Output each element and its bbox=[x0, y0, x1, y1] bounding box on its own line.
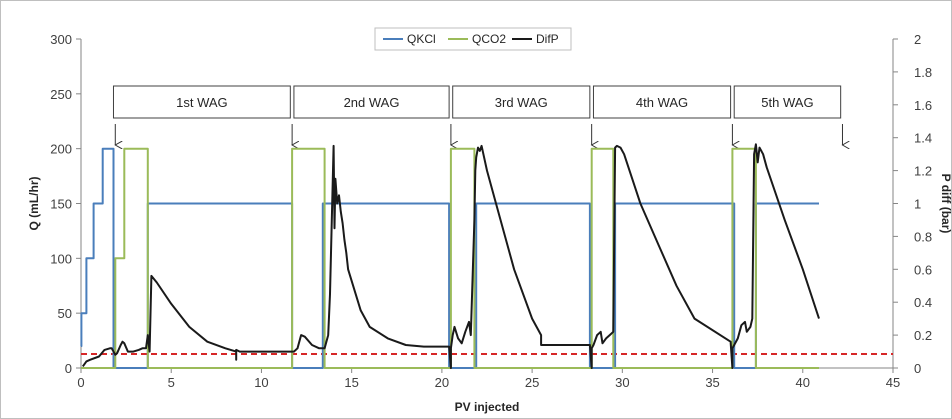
y2-tick-label: 0.8 bbox=[914, 229, 932, 244]
x-tick-label: 35 bbox=[705, 375, 719, 390]
phase-box bbox=[452, 85, 591, 119]
phase-label: 4th WAG bbox=[636, 95, 688, 110]
y2-tick-label: 1.2 bbox=[914, 164, 932, 179]
series-line-difp bbox=[81, 143, 820, 369]
phase-label: 5th WAG bbox=[761, 95, 813, 110]
y-tick-label: 0 bbox=[65, 361, 72, 376]
phase-label: 3rd WAG bbox=[495, 95, 548, 110]
x-tick-label: 10 bbox=[254, 375, 268, 390]
y2-axis-title: P diff (bar) bbox=[939, 174, 952, 234]
phase-label: 2nd WAG bbox=[344, 95, 400, 110]
y2-tick-label: 0.2 bbox=[914, 328, 932, 343]
x-tick-label: 40 bbox=[796, 375, 810, 390]
y2-tick-label: 0 bbox=[914, 361, 921, 376]
y-axis-title: Q (mL/hr) bbox=[27, 177, 41, 231]
y-tick-label: 150 bbox=[50, 197, 72, 212]
y2-tick-label: 1 bbox=[914, 197, 921, 212]
y-tick-label: 300 bbox=[50, 32, 72, 47]
y2-tick-label: 0.6 bbox=[914, 262, 932, 277]
x-tick-label: 5 bbox=[168, 375, 175, 390]
y-tick-label: 100 bbox=[50, 251, 72, 266]
y-tick-label: 200 bbox=[50, 142, 72, 157]
legend-label: QKCl bbox=[407, 32, 436, 46]
y2-tick-label: 0.4 bbox=[914, 295, 932, 310]
x-axis-title: PV injected bbox=[455, 400, 520, 414]
y2-tick-label: 1.4 bbox=[914, 131, 932, 146]
legend-label: QCO2 bbox=[472, 32, 506, 46]
x-tick-label: 15 bbox=[344, 375, 358, 390]
phase-box bbox=[592, 85, 732, 119]
y2-tick-label: 1.8 bbox=[914, 65, 932, 80]
x-tick-label: 30 bbox=[615, 375, 629, 390]
y-tick-label: 250 bbox=[50, 87, 72, 102]
phase-box bbox=[293, 85, 450, 119]
phase-label: 1st WAG bbox=[176, 95, 228, 110]
y2-tick-label: 1.6 bbox=[914, 98, 932, 113]
phase-box bbox=[112, 85, 291, 119]
x-tick-label: 25 bbox=[525, 375, 539, 390]
phase-box bbox=[733, 85, 842, 119]
y2-tick-label: 2 bbox=[914, 32, 921, 47]
legend-label: DifP bbox=[536, 32, 559, 46]
y-tick-label: 50 bbox=[58, 306, 72, 321]
legend-box bbox=[374, 27, 572, 51]
x-tick-label: 0 bbox=[77, 375, 84, 390]
x-tick-label: 45 bbox=[886, 375, 900, 390]
series-line-qco2 bbox=[81, 147, 819, 369]
x-tick-label: 20 bbox=[435, 375, 449, 390]
